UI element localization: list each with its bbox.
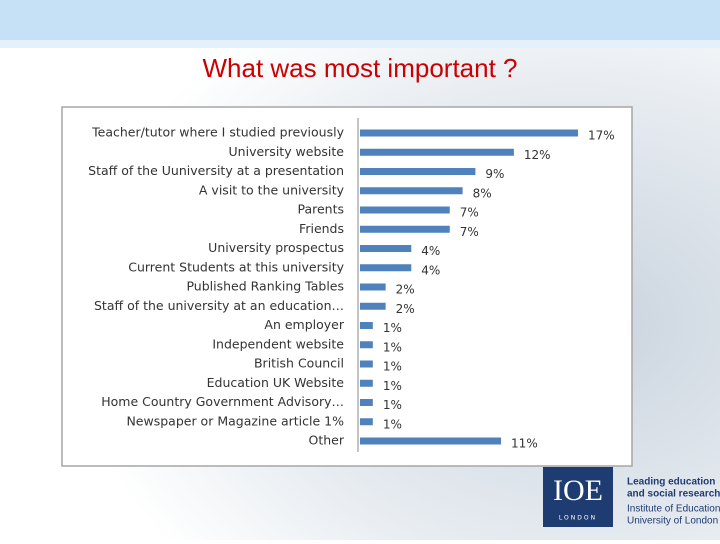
logo-place: LONDON <box>559 515 597 522</box>
category-label: University prospectus <box>208 240 344 255</box>
value-label: 1% <box>383 417 402 431</box>
bar <box>360 360 373 368</box>
bars: Teacher/tutor where I studied previously… <box>88 125 615 451</box>
bar <box>360 187 463 195</box>
bar <box>360 322 373 329</box>
category-label: Education UK Website <box>207 375 345 390</box>
category-label: Home Country Government Advisory… <box>101 394 344 409</box>
value-label: 1% <box>383 379 402 393</box>
slide-title: What was most important ? <box>203 53 518 83</box>
category-label: Newspaper or Magazine article 1% <box>126 413 344 428</box>
value-label: 8% <box>473 186 492 200</box>
value-label: 9% <box>485 167 504 181</box>
category-label: Friends <box>299 221 344 236</box>
value-label: 2% <box>396 283 415 297</box>
bar <box>360 379 373 387</box>
bar <box>360 264 412 272</box>
category-label: Published Ranking Tables <box>186 279 344 294</box>
bar <box>360 341 373 349</box>
value-label: 12% <box>524 148 551 162</box>
value-label: 7% <box>460 225 479 239</box>
bar <box>360 245 412 252</box>
category-label: Parents <box>297 202 344 217</box>
category-label: An employer <box>264 317 344 332</box>
logo-tagline: Leading education <box>627 477 715 488</box>
bar <box>360 302 386 310</box>
bar <box>360 168 476 175</box>
bar <box>360 399 373 406</box>
value-label: 4% <box>421 263 440 277</box>
category-label: Staff of the Uuniversity at a presentati… <box>88 163 344 178</box>
value-label: 2% <box>396 302 415 316</box>
bar <box>360 283 386 291</box>
value-label: 1% <box>383 340 402 354</box>
value-label: 4% <box>421 244 440 258</box>
bar <box>360 148 514 156</box>
logo-tagline: and social research <box>627 489 720 500</box>
category-label: A visit to the university <box>199 182 345 197</box>
value-label: 1% <box>383 321 402 335</box>
category-label: Other <box>309 433 345 448</box>
bar <box>360 206 450 214</box>
bar <box>360 418 373 426</box>
value-label: 7% <box>460 206 479 220</box>
bar <box>360 225 450 233</box>
top-band <box>0 0 720 40</box>
category-label: Teacher/tutor where I studied previously <box>91 125 344 140</box>
category-label: Current Students at this university <box>128 259 344 274</box>
logo-box <box>543 467 613 527</box>
value-label: 1% <box>383 398 402 412</box>
bar <box>360 437 502 445</box>
value-label: 1% <box>383 360 402 374</box>
logo-name: Institute of Education <box>627 504 720 515</box>
value-label: 17% <box>588 129 615 143</box>
top-band-edge <box>0 40 720 48</box>
chart-area <box>61 106 633 467</box>
bar <box>360 129 578 137</box>
logo-mark: IOE <box>553 474 603 507</box>
category-label: Staff of the university at an education… <box>94 298 344 313</box>
logo-name: University of London <box>627 516 718 527</box>
value-label: 11% <box>511 437 538 451</box>
category-label: University website <box>229 144 345 159</box>
category-label: British Council <box>254 356 344 371</box>
category-label: Independent website <box>212 336 344 351</box>
